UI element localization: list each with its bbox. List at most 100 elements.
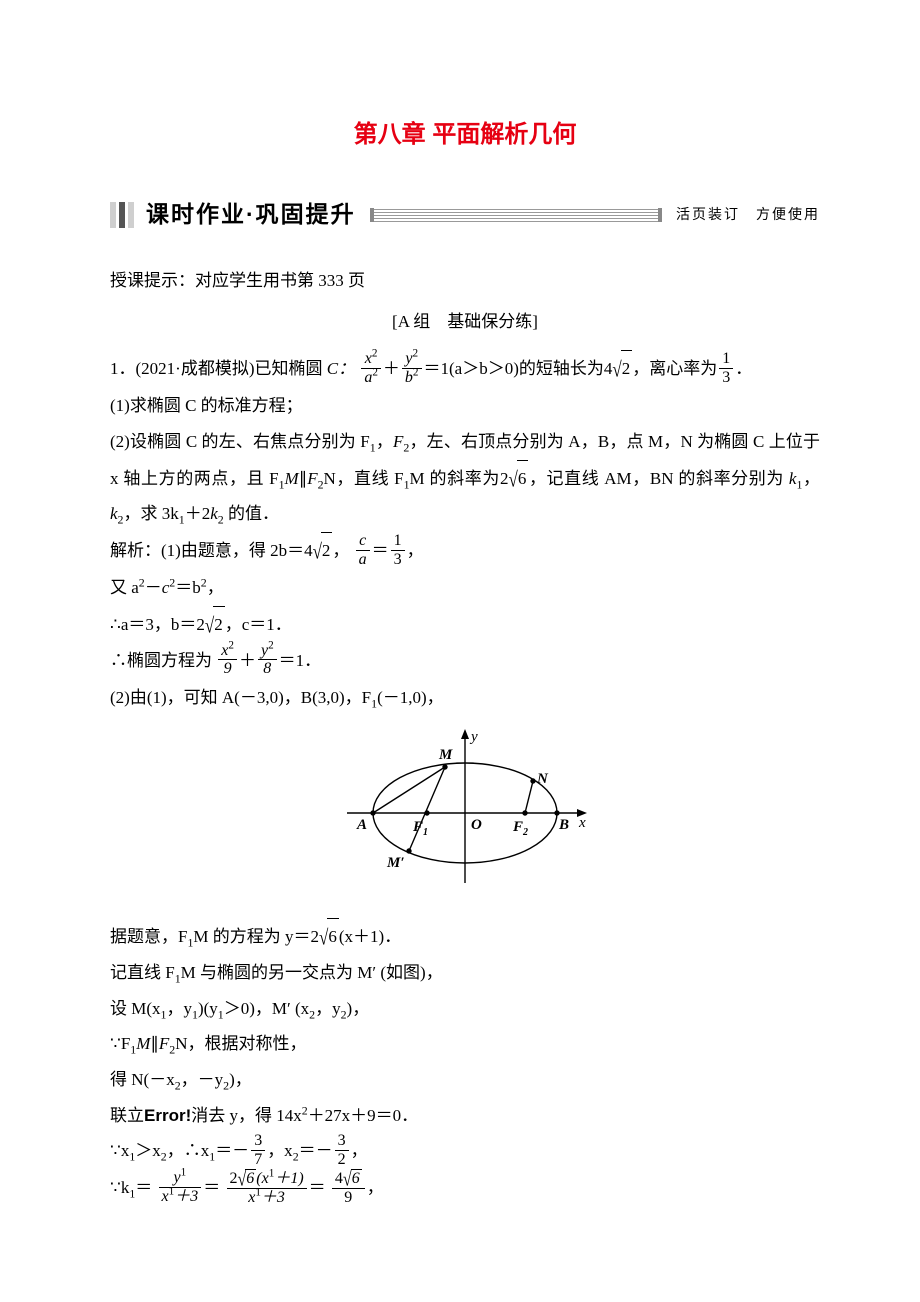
text: ∵x xyxy=(110,1141,129,1160)
eq: ＝ xyxy=(372,541,389,560)
ellipse-figure: y x M N A B O F1 F2 M′ xyxy=(110,723,820,906)
label-N: N xyxy=(536,771,549,787)
fraction: c a xyxy=(356,532,370,568)
text: 的值． xyxy=(224,504,279,523)
solution-line: 记直线 F1M 与椭圆的另一交点为 M′ (如图)， xyxy=(110,955,820,991)
den: a xyxy=(359,551,367,568)
text: 解析：(1)由题意，得 2b＝ xyxy=(110,541,304,560)
text: ＝－ xyxy=(215,1141,249,1160)
text: ＞x xyxy=(135,1141,161,1160)
num: 3 xyxy=(335,1132,349,1151)
label-B: B xyxy=(558,817,569,833)
label-F1: F1 xyxy=(412,819,428,838)
var-C: C： xyxy=(327,359,355,378)
text: M 的斜率为 xyxy=(410,469,500,488)
text: (x＋1)． xyxy=(339,927,401,946)
text: ∵F xyxy=(110,1034,130,1053)
text: 联立 xyxy=(110,1106,144,1125)
banner-hatch xyxy=(370,208,662,222)
num: 1 xyxy=(719,350,733,369)
problem-1-stem: 1．(2021·成都模拟)已知椭圆 C： x2 a2 ＋ y2 b2 ＝1(a＞… xyxy=(110,350,820,388)
text: ＝1． xyxy=(279,651,322,670)
fraction: 1 3 xyxy=(719,350,733,386)
text: )， xyxy=(347,999,370,1018)
solution-line: (2)由(1)，可知 A(－3,0)，B(3,0)，F1(－1,0)， xyxy=(110,680,820,716)
num: 3 xyxy=(251,1132,265,1151)
label-A: A xyxy=(356,817,367,833)
text: ，∴x xyxy=(167,1141,210,1160)
solution-line: 联立Error!消去 y，得 14x2＋27x＋9＝0． xyxy=(110,1098,820,1134)
sqrt: √2 xyxy=(612,359,632,378)
den: 2 xyxy=(335,1151,349,1169)
text: (2)由(1)，可知 A(－3,0)，B(3,0)，F xyxy=(110,688,371,707)
den: a2 xyxy=(364,369,378,386)
chapter-title: 第八章 平面解析几何 xyxy=(110,110,820,160)
text: 1．(2021·成都模拟)已知椭圆 xyxy=(110,359,327,378)
den: 7 xyxy=(251,1151,265,1169)
den: 9 xyxy=(218,660,237,678)
num: 1 xyxy=(391,532,405,551)
plus: ＋ xyxy=(383,359,400,378)
plus: ＋ xyxy=(239,651,256,670)
text: ，c＝1． xyxy=(225,615,292,634)
den: 3 xyxy=(391,551,405,569)
den: b2 xyxy=(405,369,419,386)
banner-title: 课时作业·巩固提升 xyxy=(146,190,356,238)
label-F2: F2 xyxy=(512,819,528,838)
text: ，记直线 AM，BN 的斜率分别为 xyxy=(528,469,784,488)
section-banner: 课时作业·巩固提升 活页装订 方便使用 xyxy=(110,190,820,238)
banner-right: 活页装订 方便使用 xyxy=(676,200,820,229)
den: 8 xyxy=(258,660,277,678)
bar xyxy=(128,202,134,228)
text: ，y xyxy=(315,999,341,1018)
fraction: 3 2 xyxy=(335,1132,349,1168)
text: ，x xyxy=(267,1141,293,1160)
fraction: 3 7 xyxy=(251,1132,265,1168)
text: 又 a xyxy=(110,578,139,597)
text: 记直线 F xyxy=(110,963,175,982)
solution-line: ∴a＝3，b＝2√2，c＝1． xyxy=(110,606,820,643)
group-label: [A 组 基础保分练] xyxy=(110,304,820,340)
solution-line: 得 N(－x2，－y2)， xyxy=(110,1062,820,1098)
lecture-note: 授课提示：对应学生用书第 333 页 xyxy=(110,263,820,299)
text: M 的方程为 y＝ xyxy=(193,927,310,946)
text: N，直线 F xyxy=(324,469,404,488)
num: c xyxy=(359,532,366,549)
solution-line: 解析：(1)由题意，得 2b＝4√2， c a ＝ 1 3 ， xyxy=(110,532,820,570)
sqrt: √6 xyxy=(508,469,528,488)
label-M: M xyxy=(438,747,453,763)
bar xyxy=(119,202,125,228)
label-O: O xyxy=(471,817,482,833)
text: 设 M(x xyxy=(110,999,161,1018)
fraction: y2 8 xyxy=(258,642,277,678)
sqrt: √2 xyxy=(205,615,225,634)
text: ∴椭圆方程为 xyxy=(110,651,212,670)
fraction: x2 a2 xyxy=(361,350,381,386)
text: N，根据对称性， xyxy=(175,1034,306,1053)
text: 据题意，F xyxy=(110,927,187,946)
error-text: Error! xyxy=(144,1106,191,1125)
solution-line: ∵x1＞x2，∴x1＝－ 3 7 ，x2＝－ 3 2 ， xyxy=(110,1133,820,1170)
text: )(y xyxy=(198,999,218,1018)
solution-line: 又 a2－c2＝b2， xyxy=(110,570,820,606)
fraction: y1 x1＋3 xyxy=(159,1169,202,1205)
k2: k xyxy=(110,504,118,523)
text: ＞0)，M′ (x xyxy=(224,999,309,1018)
solution-line: ∵F1M∥F2N，根据对称性， xyxy=(110,1026,820,1062)
fraction: 1 3 xyxy=(391,532,405,568)
sqrt: √2 xyxy=(313,541,333,560)
text: 消去 y，得 14x xyxy=(191,1106,302,1125)
text: ＝b xyxy=(175,578,201,597)
solution-line: 据题意，F1M 的方程为 y＝2√6(x＋1)． xyxy=(110,918,820,955)
text: ＝－ xyxy=(299,1141,333,1160)
text: ∴a＝3，b＝ xyxy=(110,615,196,634)
fraction: 4√6 9 xyxy=(332,1169,365,1206)
label-Mprime: M′ xyxy=(386,855,405,871)
text: ，求 3k xyxy=(124,504,179,523)
problem-1-part2: (2)设椭圆 C 的左、右焦点分别为 F1，F2，左、右顶点分别为 A，B，点 … xyxy=(110,424,820,532)
label-x: x xyxy=(578,815,586,831)
solution-line: 设 M(x1，y1)(y1＞0)，M′ (x2，y2)， xyxy=(110,991,820,1027)
fraction: y2 b2 xyxy=(402,350,422,386)
text: ＋27x＋9＝0． xyxy=(308,1106,419,1125)
den: 3 xyxy=(719,369,733,387)
